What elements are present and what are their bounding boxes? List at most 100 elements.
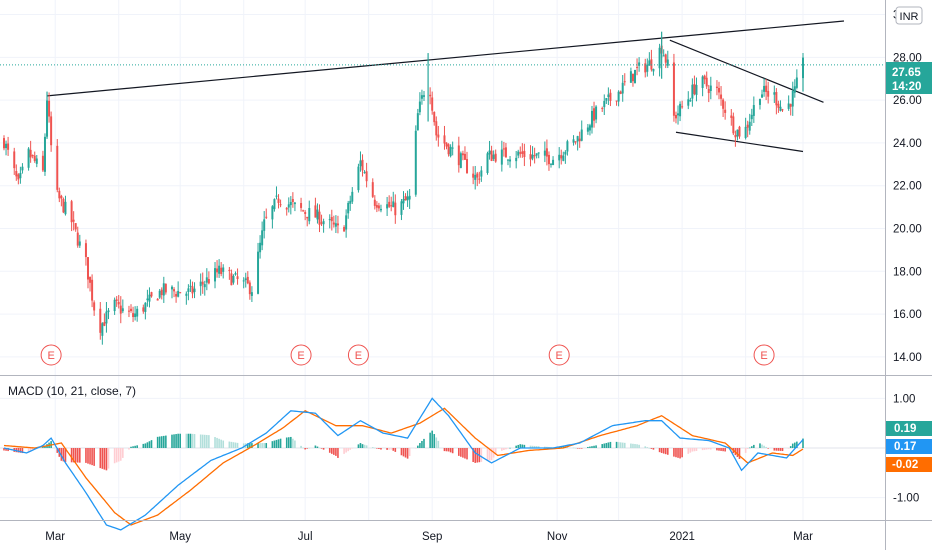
- candle-body: [205, 277, 208, 283]
- trendline[interactable]: [669, 39, 824, 103]
- macd-histogram-bar: [662, 448, 665, 454]
- macd-histogram-bar: [464, 448, 466, 459]
- candle-body: [763, 85, 766, 92]
- candle-body: [765, 85, 768, 93]
- macd-histogram-bar: [107, 448, 110, 469]
- candle-body: [646, 64, 649, 72]
- candle-body: [431, 97, 434, 111]
- candle-body: [414, 130, 417, 195]
- earnings-marker[interactable]: E: [290, 344, 312, 366]
- macd-histogram-bar: [689, 448, 692, 453]
- candle-body: [246, 276, 249, 284]
- earnings-marker[interactable]: E: [548, 344, 570, 366]
- candle-body: [347, 202, 350, 214]
- macd-histogram-bar: [271, 441, 274, 448]
- macd-histogram-bar: [521, 444, 524, 448]
- macd-histogram-bar: [163, 435, 165, 448]
- candle-body: [148, 294, 151, 302]
- candle-body: [789, 104, 792, 107]
- time-axis[interactable]: Mar May Jul Sep Nov 2021 Mar: [45, 531, 813, 543]
- macd-histogram-bar: [607, 442, 610, 448]
- macd-histogram-bar: [593, 445, 595, 448]
- trendline[interactable]: [675, 131, 804, 153]
- candle-body: [103, 322, 106, 326]
- candle-body: [457, 145, 460, 166]
- macd-histogram-bar: [257, 443, 259, 448]
- macd-histogram-bar: [87, 448, 89, 464]
- earnings-marker[interactable]: E: [753, 344, 775, 366]
- candle-body: [767, 90, 770, 97]
- macd-histogram-bar: [179, 433, 181, 448]
- earnings-marker-label: E: [355, 350, 362, 362]
- trendline[interactable]: [46, 20, 845, 97]
- macd-histogram-bar: [449, 448, 452, 453]
- candle-body: [523, 150, 526, 158]
- earnings-marker-circle: [347, 344, 369, 366]
- candle-body: [330, 217, 333, 222]
- candle-body: [734, 135, 737, 138]
- candle-body: [519, 152, 522, 154]
- macd-histogram-bar: [265, 443, 268, 448]
- candle-body: [328, 219, 331, 221]
- time-tick-label: Jul: [298, 531, 313, 543]
- macd-histogram-bar: [203, 434, 206, 448]
- macd-histogram-bar: [429, 432, 431, 448]
- macd-histogram-bar: [435, 437, 438, 448]
- candle-body: [574, 141, 577, 143]
- macd-histogram-bar: [134, 445, 136, 448]
- macd-histogram-bar: [701, 448, 704, 451]
- candle-body: [472, 173, 475, 178]
- candle-body: [17, 174, 20, 180]
- macd-histogram-bar: [273, 440, 276, 448]
- candle-body: [693, 84, 696, 95]
- macd-histogram-bar: [70, 448, 73, 463]
- macd-histogram-bar: [261, 443, 263, 448]
- candle-body: [463, 153, 466, 160]
- macd-histogram-bar: [523, 444, 526, 448]
- candle-body: [306, 216, 309, 219]
- candle-body: [744, 126, 747, 138]
- candle-body: [56, 145, 59, 190]
- macd-histogram-bar: [330, 448, 333, 454]
- candle-body: [535, 153, 538, 156]
- macd-histogram-bar: [191, 433, 194, 448]
- macd-histogram-bar: [587, 446, 589, 448]
- macd-histogram-bar: [357, 444, 360, 448]
- price-tick-label: 14.00: [893, 352, 922, 364]
- candle-body: [232, 275, 235, 283]
- macd-histogram-bar: [5, 448, 7, 451]
- candle-body: [560, 155, 563, 159]
- macd-histogram-bar: [91, 448, 93, 466]
- macd-histogram-bar: [349, 448, 352, 450]
- macd-histogram-bar: [679, 448, 681, 459]
- macd-histogram-bar: [619, 442, 622, 448]
- candle-body: [160, 289, 163, 296]
- macd-histogram-bar: [136, 445, 138, 448]
- candle-body: [576, 136, 579, 142]
- candle-body: [718, 87, 721, 93]
- candle-body: [259, 242, 262, 253]
- macd-histogram-bar: [130, 446, 132, 448]
- candle-body: [158, 290, 161, 298]
- macd-histogram-bar: [74, 448, 77, 463]
- candle-body: [748, 121, 751, 131]
- candle-body: [19, 172, 22, 179]
- earnings-marker[interactable]: E: [347, 344, 369, 366]
- candle-body: [416, 113, 419, 131]
- time-tick-label: Nov: [547, 531, 568, 543]
- trendlines[interactable]: [46, 20, 845, 153]
- candle-body: [531, 154, 534, 159]
- currency-badge[interactable]: INR: [895, 6, 923, 25]
- candle-body: [371, 182, 374, 197]
- macd-histogram-bar: [505, 448, 507, 450]
- earnings-marker[interactable]: E: [40, 344, 62, 366]
- macd-histogram-bar: [716, 448, 718, 451]
- macd-histogram-bar: [337, 448, 339, 458]
- macd-histogram-bar: [433, 434, 436, 448]
- macd-histogram-bar: [494, 448, 497, 455]
- candle-body: [105, 311, 108, 324]
- macd-histogram-bar: [386, 448, 388, 450]
